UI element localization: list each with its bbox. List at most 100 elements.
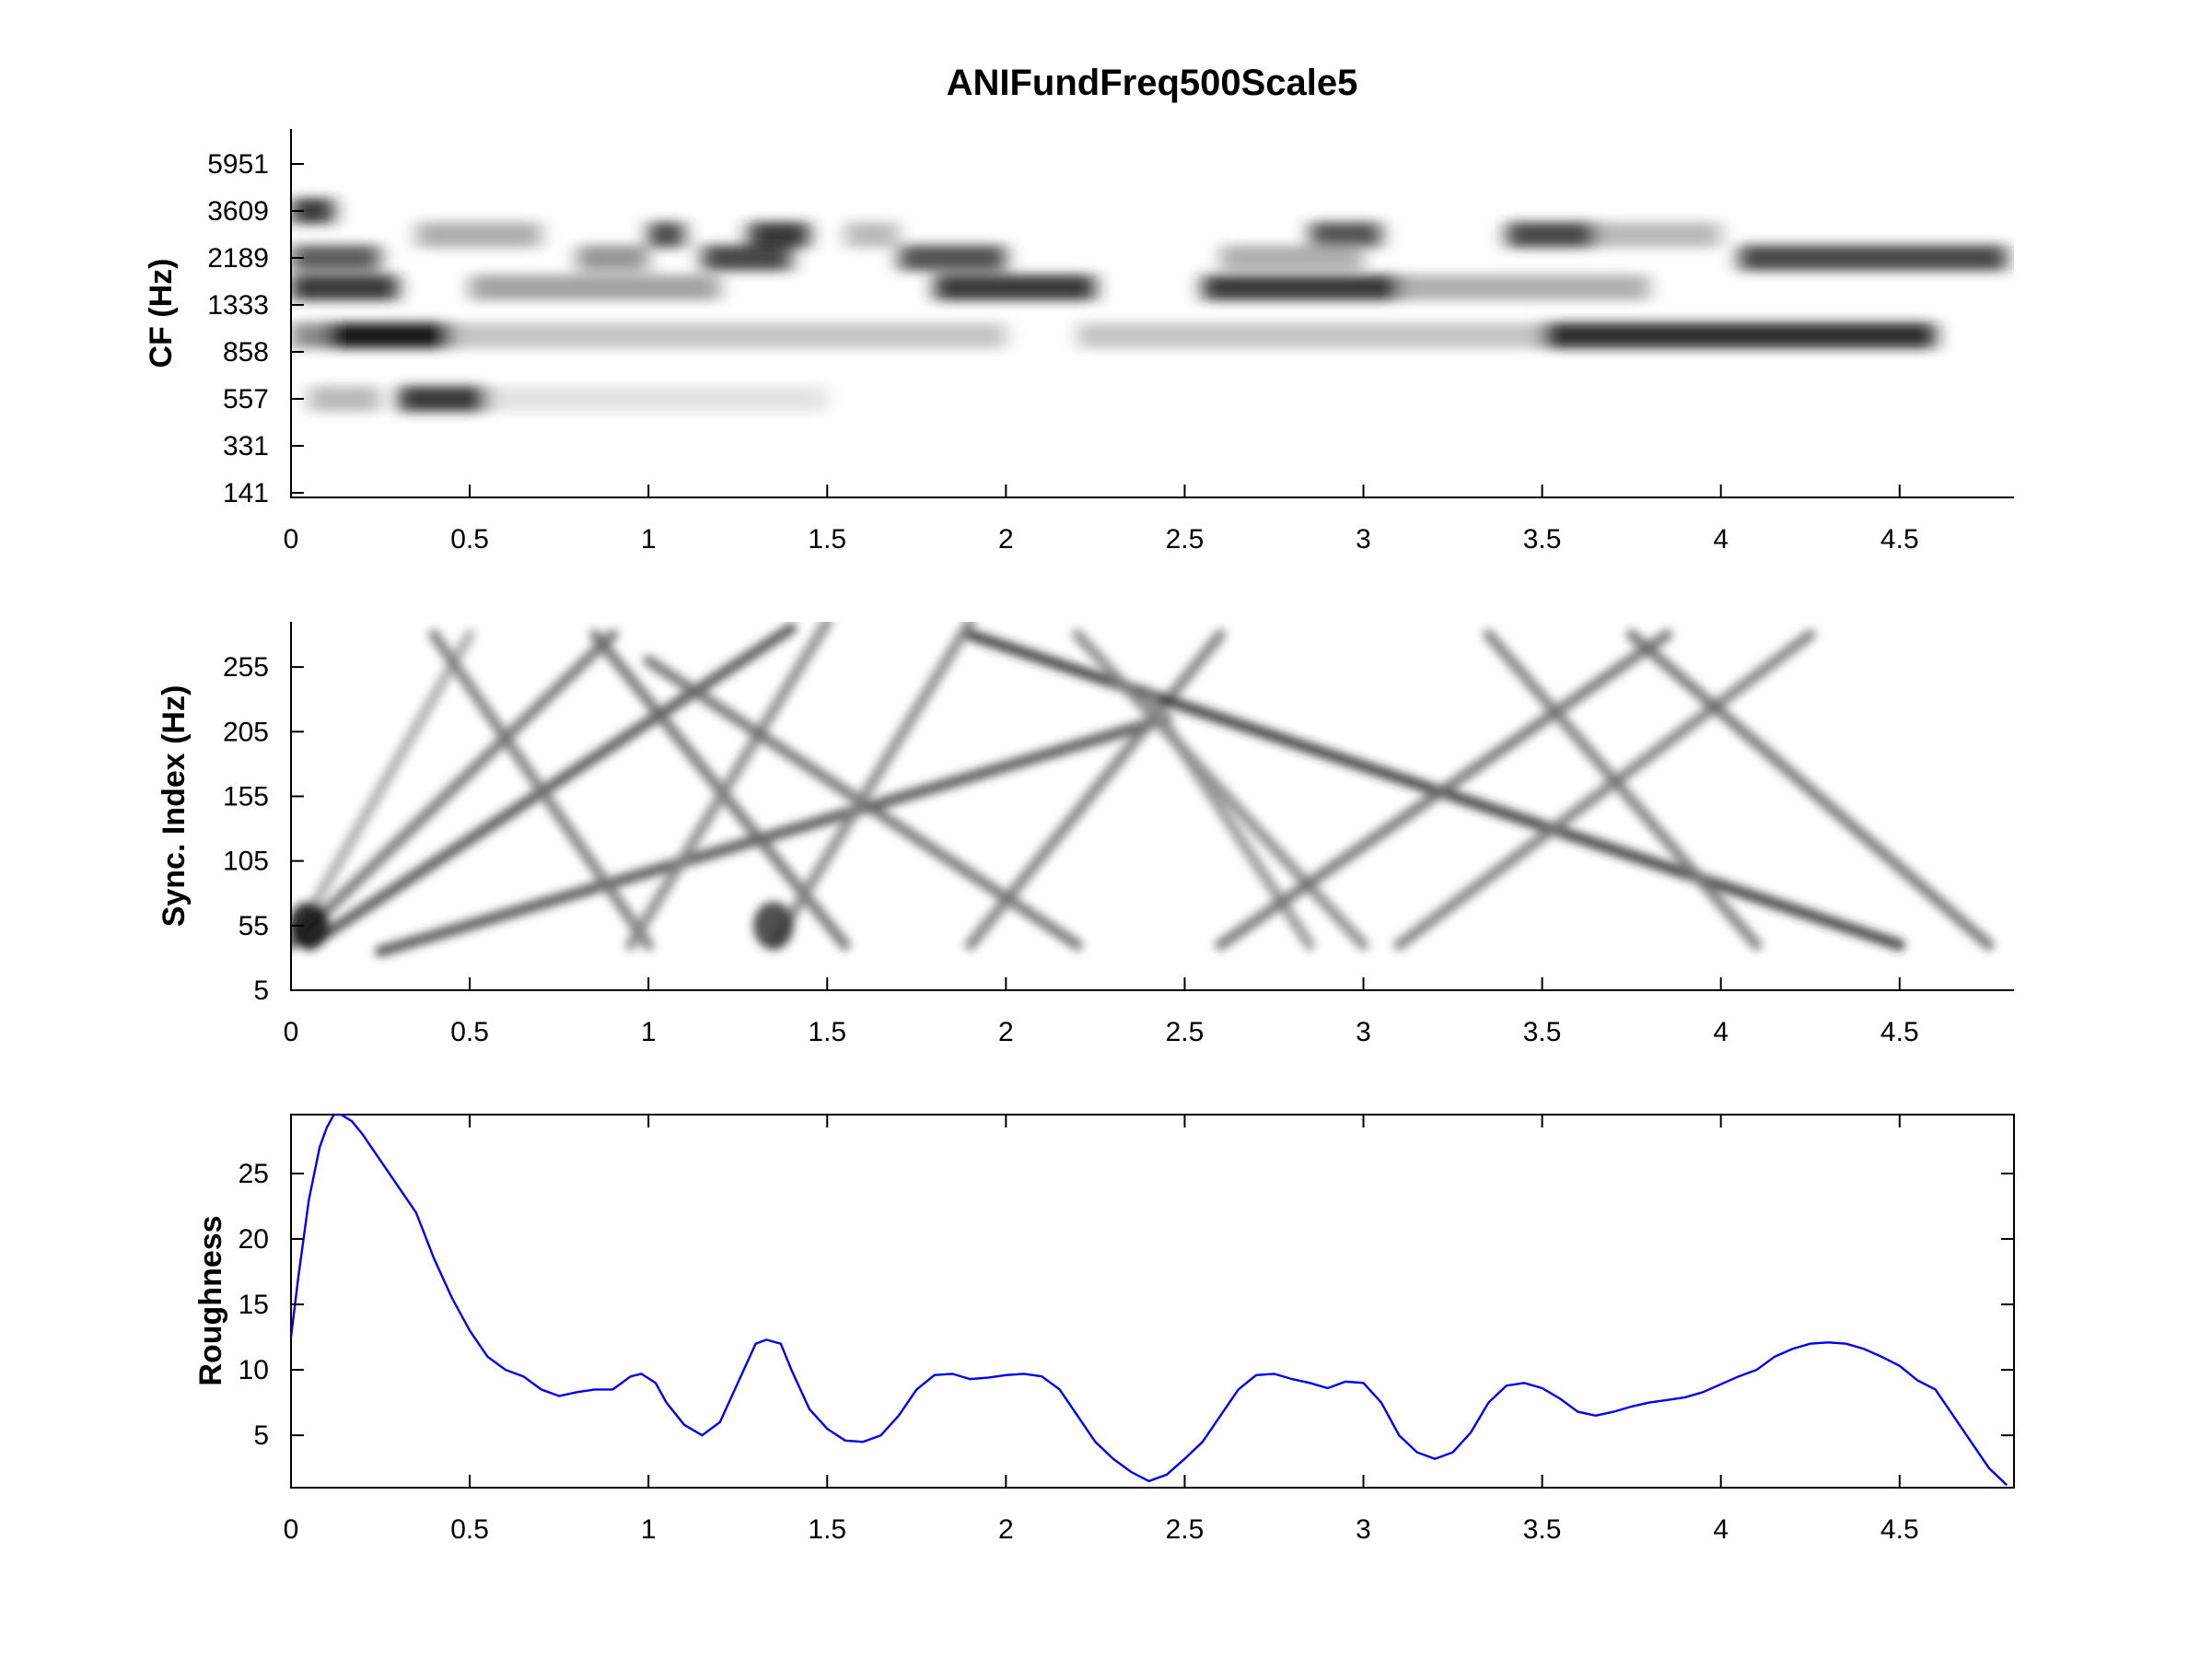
y-tick-label: 2189 [207, 243, 269, 274]
sync-track [303, 623, 797, 951]
x-tick-label: 1 [641, 524, 657, 555]
cf-band-segment [291, 275, 399, 301]
cf-band-segment [1202, 275, 1400, 301]
x-tick-label: 0 [284, 1017, 299, 1047]
cf-band-segment [415, 221, 541, 248]
cf-band-segment [648, 221, 684, 248]
x-tick-label: 2 [998, 1017, 1014, 1047]
sync-blob [753, 901, 795, 950]
y-tick-label: 20 [239, 1224, 269, 1255]
sync-track [1071, 629, 1369, 951]
x-tick-label: 0.5 [450, 1514, 489, 1545]
sync-index-heatmap [291, 622, 1995, 957]
cf-band-segment [934, 275, 1096, 301]
cf-band-segment [1220, 245, 1364, 271]
roughness-y-axis: 5 10 15 20 25 [239, 1159, 2014, 1451]
y-tick-label: 5 [253, 976, 269, 1006]
y-tick-label: 10 [239, 1355, 269, 1385]
cf-band-segment [844, 221, 899, 248]
x-tick-label: 1.5 [808, 524, 846, 555]
sync-track [1483, 629, 1763, 951]
cf-heatmap [291, 198, 2008, 412]
cf-y-axis-label: CF (Hz) [144, 259, 179, 368]
y-tick-label: 1333 [207, 290, 269, 321]
sync-track [291, 629, 476, 951]
cf-x-axis: 0 0.5 1 1.5 2 2.5 3 3.5 4 4.5 [284, 485, 1919, 555]
cf-band-segment [1310, 221, 1381, 248]
x-tick-label: 1 [641, 1017, 657, 1047]
cf-band-segment [1739, 245, 2008, 271]
sync-index-x-axis: 0 0.5 1 1.5 2 2.5 3 3.5 4 4.5 [284, 977, 1919, 1047]
y-tick-label: 5951 [207, 149, 269, 180]
sync-track [624, 622, 833, 951]
cf-band-segment [1399, 275, 1650, 301]
cf-band-segment [309, 386, 381, 412]
sync-track [1625, 629, 1995, 951]
y-tick-label: 331 [223, 431, 269, 461]
y-tick-label: 55 [239, 911, 269, 941]
roughness-panel: 0 0.5 1 1.5 2 2.5 3 3.5 4 4.5 5 10 15 20 25 Roughness [193, 1114, 2015, 1545]
x-tick-label: 2.5 [1166, 524, 1205, 555]
sync-track [964, 629, 1227, 951]
y-tick-label: 15 [239, 1290, 269, 1320]
figure-title: ANIFundFreq500Scale5 [947, 63, 1358, 103]
cf-band-segment [291, 245, 381, 271]
cf-band-segment [451, 322, 1007, 349]
x-tick-label: 4.5 [1880, 1514, 1919, 1545]
x-tick-label: 2.5 [1166, 1514, 1205, 1545]
roughness-axes-box [290, 1114, 2015, 1489]
y-tick-label: 858 [223, 337, 269, 368]
roughness-x-axis: 0 0.5 1 1.5 2 2.5 3 3.5 4 4.5 [284, 1115, 1919, 1545]
x-tick-label: 3 [1356, 524, 1371, 555]
cf-y-axis: 141 331 557 858 1333 2189 3609 5951 [207, 149, 304, 508]
cf-band-segment [702, 245, 792, 271]
x-tick-label: 0 [284, 1514, 299, 1545]
cf-band-segment [291, 322, 327, 349]
sync-track [768, 622, 976, 951]
x-tick-label: 4 [1713, 1017, 1729, 1047]
x-tick-label: 4.5 [1880, 524, 1919, 555]
sync-track [375, 713, 1173, 957]
x-tick-label: 1 [641, 1514, 657, 1545]
sync-blob [291, 901, 330, 950]
x-tick-label: 0.5 [450, 1017, 489, 1047]
x-tick-label: 3.5 [1523, 524, 1562, 555]
cf-band-segment [487, 386, 828, 412]
y-tick-label: 5 [253, 1420, 269, 1451]
y-tick-label: 25 [239, 1159, 269, 1189]
sync-index-y-axis-label: Sync. Index (Hz) [157, 685, 192, 928]
y-tick-label: 255 [223, 652, 269, 683]
x-tick-label: 4 [1713, 524, 1729, 555]
cf-band-segment [1077, 322, 1543, 349]
cf-band-segment [898, 245, 1007, 271]
cf-band-segment [398, 386, 488, 412]
cf-band-segment [576, 245, 649, 271]
x-tick-label: 3 [1356, 1514, 1371, 1545]
y-tick-label: 557 [223, 384, 269, 415]
x-tick-label: 2.5 [1166, 1017, 1205, 1047]
x-tick-label: 2 [998, 1514, 1014, 1545]
y-tick-label: 155 [223, 781, 269, 812]
cf-band-segment [1595, 221, 1721, 248]
x-tick-label: 3.5 [1523, 1514, 1562, 1545]
x-tick-label: 0 [284, 524, 299, 555]
y-tick-label: 3609 [207, 196, 269, 227]
sync-track [291, 629, 619, 951]
cf-band-segment [470, 275, 720, 301]
roughness-series-line [291, 1115, 2008, 1487]
y-tick-label: 105 [223, 847, 269, 877]
x-tick-label: 3 [1356, 1017, 1371, 1047]
y-tick-label: 141 [223, 478, 269, 508]
sync-track [1215, 629, 1673, 951]
x-tick-label: 4 [1713, 1514, 1729, 1545]
x-tick-label: 2 [998, 524, 1014, 555]
x-tick-label: 1.5 [808, 1017, 846, 1047]
x-tick-label: 4.5 [1880, 1017, 1919, 1047]
cf-axis-lines [290, 129, 2014, 498]
cf-band-segment [1542, 322, 1936, 349]
y-tick-label: 205 [223, 717, 269, 747]
cf-band-segment [748, 221, 809, 248]
